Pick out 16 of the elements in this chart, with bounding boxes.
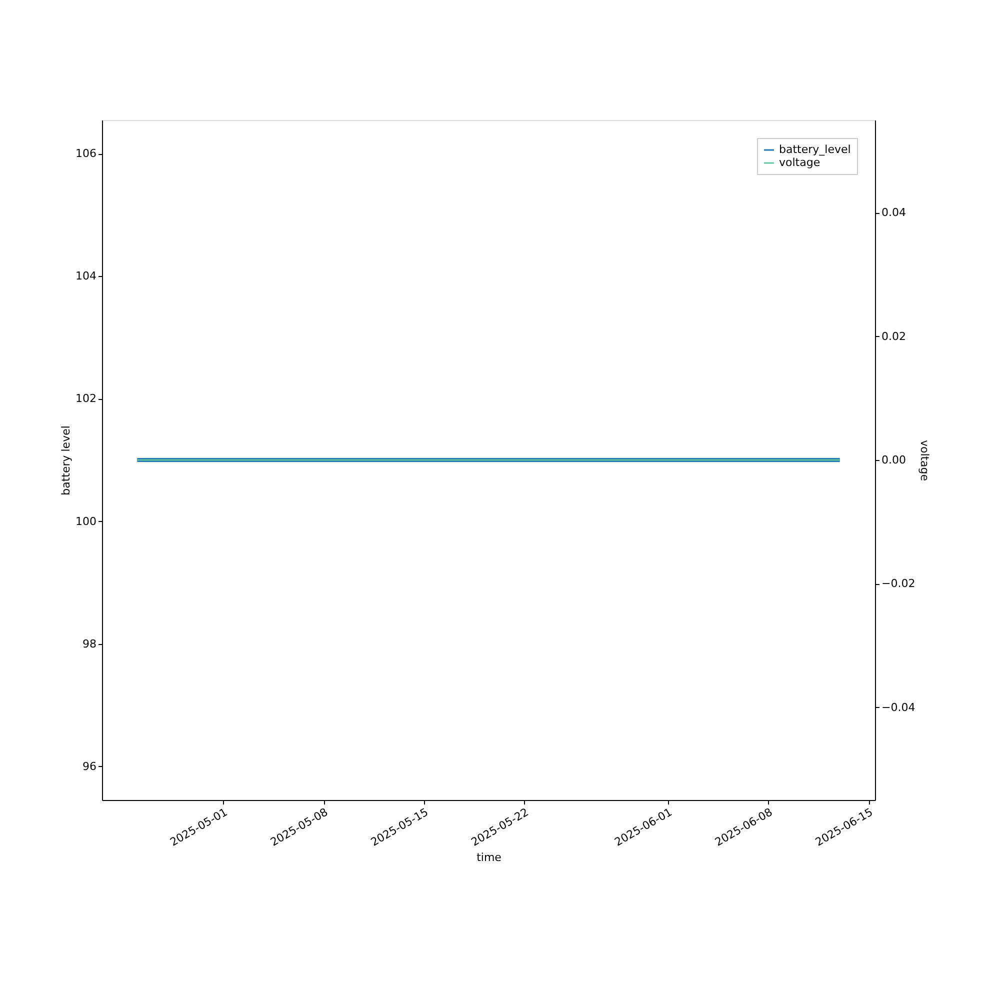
y2-tick-label: −0.04	[882, 700, 916, 714]
y-axis-title: battery level	[60, 426, 73, 496]
legend-label: battery_level	[779, 143, 851, 156]
x-axis-title: time	[476, 850, 502, 864]
legend-label: voltage	[779, 156, 820, 169]
y2-tick-label: −0.02	[882, 577, 916, 590]
y-tick-label: 104	[76, 270, 96, 283]
y2-tick-label: 0.00	[882, 454, 906, 466]
y2-tick-label: 0.04	[882, 206, 906, 220]
y-tick-label: 98	[82, 637, 96, 650]
y-tick-label: 102	[76, 392, 96, 406]
y-tick-label: 96	[82, 760, 96, 773]
y-tick-label: 106	[76, 147, 96, 160]
y-tick-label: 100	[76, 514, 96, 528]
y2-axis-title: voltage	[918, 440, 932, 482]
y2-tick-label: 0.02	[882, 330, 906, 343]
